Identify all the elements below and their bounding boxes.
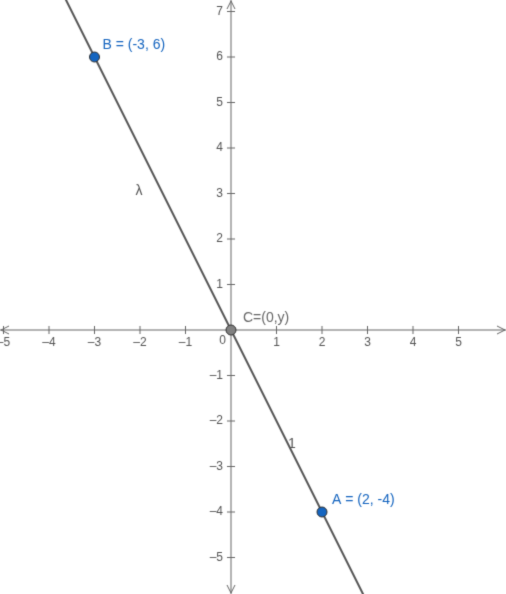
coordinate-plane-canvas [0, 0, 506, 594]
